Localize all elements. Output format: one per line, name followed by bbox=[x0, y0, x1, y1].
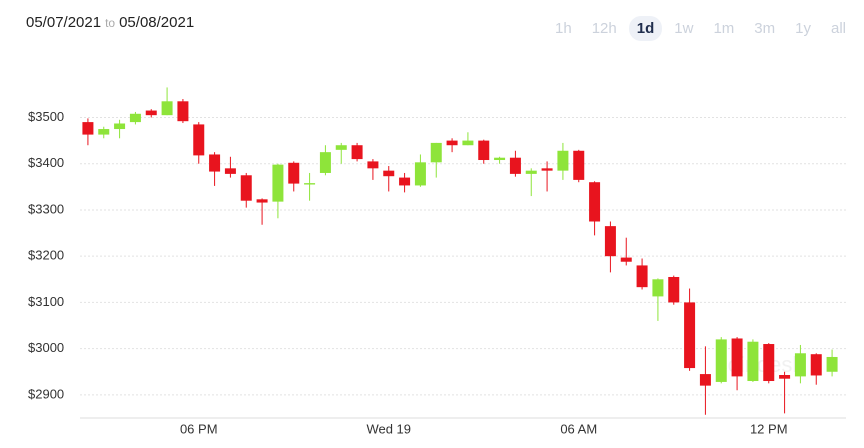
candle-body bbox=[699, 374, 711, 386]
x-tick-label: 06 AM bbox=[560, 421, 597, 436]
candle-body bbox=[240, 175, 252, 201]
range-button[interactable]: 1y bbox=[795, 20, 811, 37]
candle-body bbox=[351, 145, 363, 160]
candle-body bbox=[272, 164, 284, 202]
y-tick-label: $3000 bbox=[28, 340, 64, 355]
candle-body bbox=[129, 113, 141, 123]
candle-body bbox=[319, 152, 331, 173]
candle-body bbox=[399, 177, 411, 186]
candle-body bbox=[604, 226, 616, 257]
candle-body bbox=[525, 170, 537, 174]
candle-body bbox=[668, 276, 680, 303]
y-tick-label: $3300 bbox=[28, 201, 64, 216]
candle-body bbox=[715, 339, 727, 382]
range-button[interactable]: 12h bbox=[591, 20, 617, 37]
y-tick-label: $3400 bbox=[28, 155, 64, 170]
candle-body bbox=[209, 154, 221, 172]
candle-body bbox=[161, 101, 173, 116]
candle-body bbox=[462, 140, 474, 146]
y-tick-label: $3500 bbox=[28, 109, 64, 124]
candle-body bbox=[636, 265, 648, 288]
x-tick-label: Wed 19 bbox=[366, 421, 411, 436]
candle-body bbox=[82, 122, 94, 135]
range-button[interactable]: 1w bbox=[674, 20, 694, 37]
y-tick-label: $2900 bbox=[28, 386, 64, 401]
y-tick-label: $3100 bbox=[28, 294, 64, 309]
from-date: 05/07/2021 bbox=[26, 14, 102, 31]
x-tick-label: 06 PM bbox=[180, 421, 218, 436]
candle-body bbox=[335, 145, 347, 150]
candle-body bbox=[747, 341, 759, 382]
candle-body bbox=[256, 199, 268, 203]
candle-body bbox=[652, 279, 664, 297]
to-date: 05/08/2021 bbox=[119, 14, 195, 31]
range-button[interactable]: 1h bbox=[555, 20, 572, 37]
range-button[interactable]: 1m bbox=[713, 20, 735, 37]
range-button[interactable]: 3m bbox=[754, 20, 776, 37]
candle-body bbox=[826, 356, 838, 372]
date-range: 05/07/2021 to 05/08/2021 bbox=[26, 14, 194, 31]
candle-body bbox=[414, 162, 426, 186]
candle-body bbox=[446, 140, 458, 146]
candle-body bbox=[763, 344, 775, 382]
candle-body bbox=[794, 353, 806, 377]
candle-body bbox=[367, 161, 379, 169]
candle-body bbox=[589, 182, 601, 222]
candle-body bbox=[304, 183, 316, 185]
candle-body bbox=[430, 142, 442, 163]
candle-body bbox=[383, 170, 395, 177]
candle-body bbox=[224, 168, 236, 174]
candle-body bbox=[573, 150, 585, 180]
candle-body bbox=[98, 129, 110, 135]
range-button[interactable]: 1d bbox=[628, 16, 663, 41]
range-button[interactable]: all bbox=[830, 20, 846, 37]
candle-body bbox=[193, 124, 205, 156]
candle-body bbox=[779, 375, 791, 379]
candle-body bbox=[509, 157, 521, 174]
candle-body bbox=[177, 101, 189, 122]
candle-body bbox=[620, 257, 632, 262]
candle-body bbox=[114, 123, 126, 130]
watermark: coindesk bbox=[717, 352, 805, 377]
to-word: to bbox=[105, 16, 116, 30]
candle-body bbox=[288, 162, 300, 184]
x-tick-label: 12 PM bbox=[750, 421, 788, 436]
candle-body bbox=[494, 157, 506, 161]
candle-body bbox=[478, 140, 490, 161]
candle-body bbox=[684, 302, 696, 369]
range-buttons: 1h 12h 1d 1w 1m 3m 1y all bbox=[543, 16, 854, 41]
candle-body bbox=[810, 354, 822, 376]
candle-body bbox=[541, 168, 553, 171]
candle-body bbox=[557, 150, 569, 171]
y-tick-label: $3200 bbox=[28, 248, 64, 263]
candle-body bbox=[145, 110, 157, 116]
candle-body bbox=[731, 338, 743, 377]
